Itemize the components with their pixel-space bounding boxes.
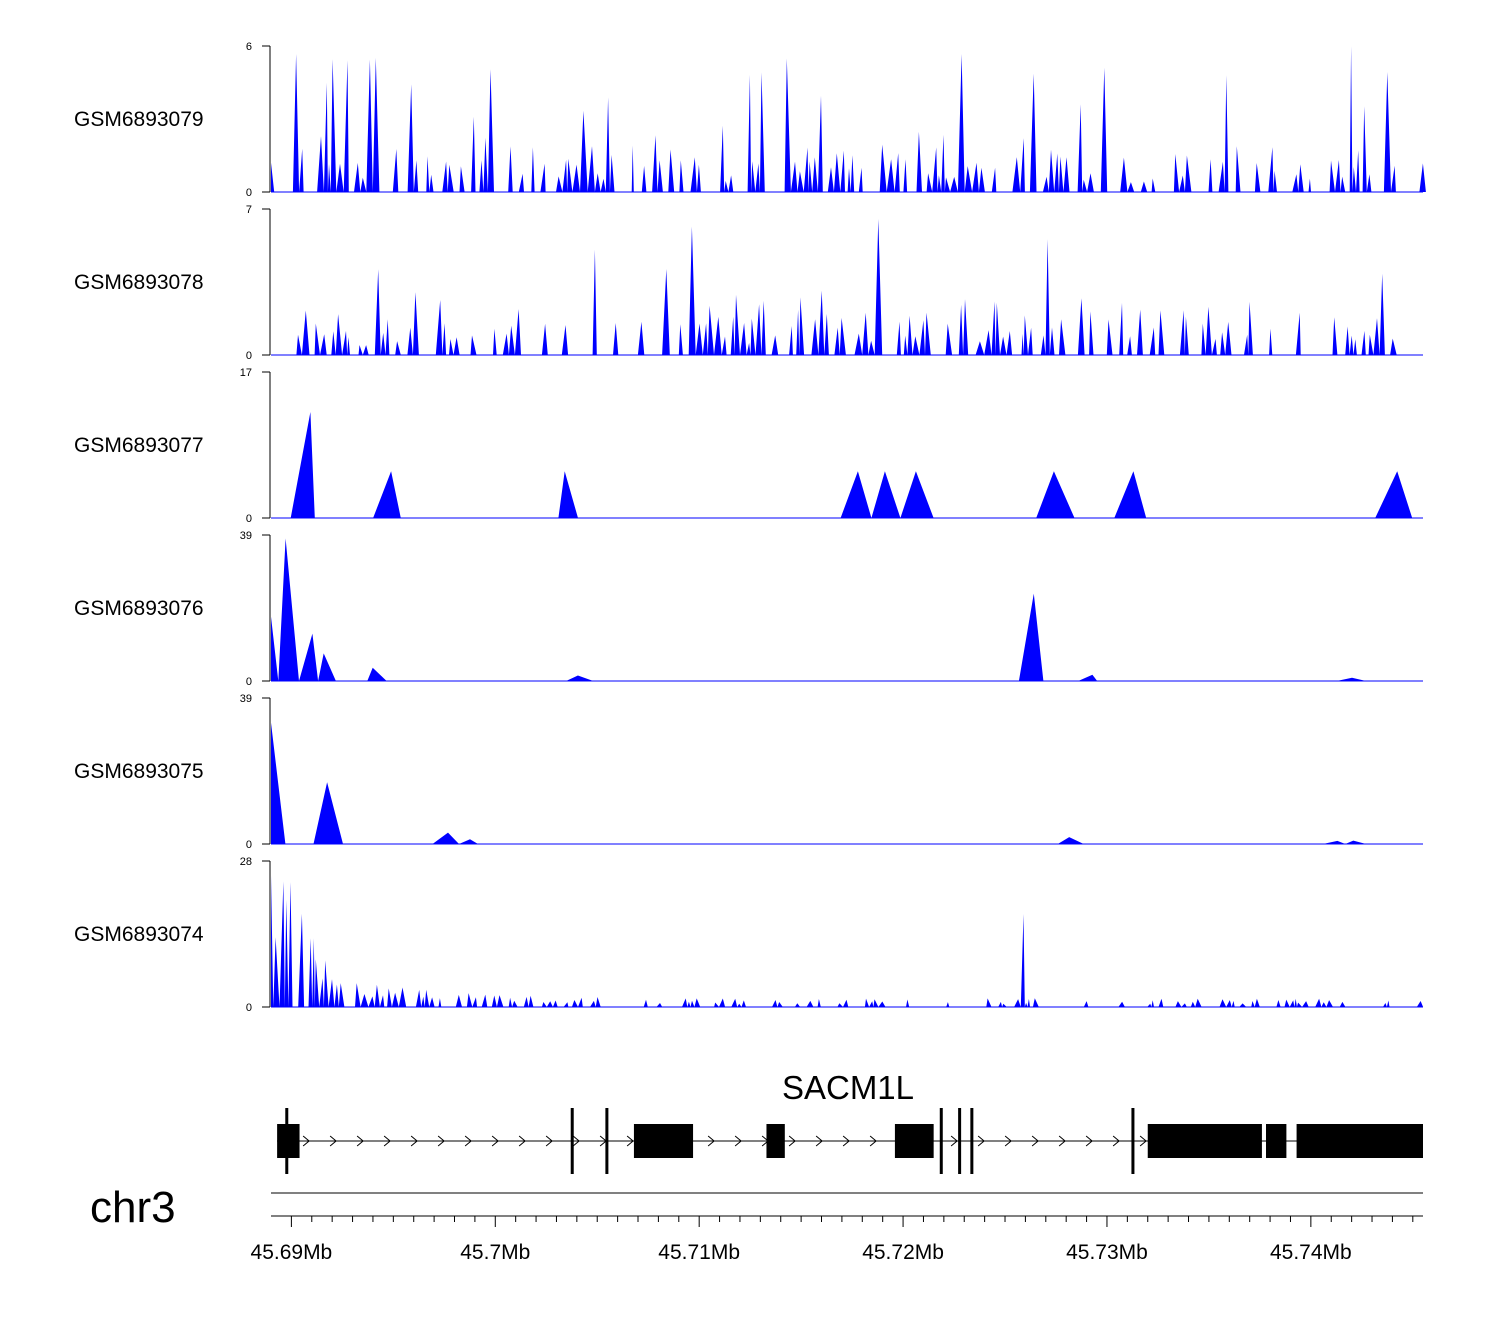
strand-arrow bbox=[1004, 1135, 1012, 1147]
x-tick-label: 45.73Mb bbox=[1066, 1241, 1148, 1264]
strand-arrow bbox=[734, 1135, 742, 1147]
strand-arrow bbox=[1112, 1135, 1120, 1147]
strand-arrow bbox=[977, 1135, 985, 1147]
exon-block bbox=[1131, 1108, 1135, 1174]
y-tick-label-max: 39 bbox=[240, 693, 252, 705]
track-GSM6893078: GSM6893078 7 0 bbox=[74, 204, 1423, 362]
coverage-area bbox=[271, 412, 1423, 518]
exon-block bbox=[605, 1108, 609, 1174]
strand-arrow bbox=[815, 1135, 823, 1147]
strand-arrow bbox=[950, 1135, 958, 1147]
exon-block bbox=[277, 1124, 300, 1158]
track-GSM6893075: GSM6893075 39 0 bbox=[74, 693, 1432, 851]
coverage-area bbox=[271, 875, 1424, 1007]
track-label: GSM6893079 bbox=[74, 108, 204, 131]
y-tick-label-zero: 0 bbox=[246, 513, 252, 525]
exon-block bbox=[958, 1108, 962, 1174]
track-GSM6893077: GSM6893077 17 0 bbox=[74, 367, 1423, 525]
exon-block bbox=[970, 1108, 974, 1174]
exon-block bbox=[633, 1124, 694, 1158]
strand-arrow bbox=[383, 1135, 391, 1147]
track-label: GSM6893075 bbox=[74, 760, 204, 783]
exon-block bbox=[894, 1124, 934, 1158]
exon-block bbox=[1147, 1124, 1262, 1158]
strand-arrow bbox=[356, 1135, 364, 1147]
y-tick-label-max: 7 bbox=[246, 204, 252, 216]
x-tick-label: 45.74Mb bbox=[1270, 1241, 1352, 1264]
x-tick-label: 45.7Mb bbox=[460, 1241, 530, 1264]
y-tick-label-zero: 0 bbox=[246, 187, 252, 199]
strand-arrow bbox=[869, 1135, 877, 1147]
track-GSM6893076: GSM6893076 39 0 bbox=[74, 530, 1423, 688]
x-tick-label: 45.69Mb bbox=[251, 1241, 333, 1264]
track-GSM6893079: GSM6893079 6 0 bbox=[74, 41, 1426, 199]
y-tick-label-zero: 0 bbox=[246, 676, 252, 688]
strand-arrow bbox=[437, 1135, 445, 1147]
strand-arrow bbox=[410, 1135, 418, 1147]
y-tick-label-zero: 0 bbox=[246, 350, 252, 362]
track-label: GSM6893076 bbox=[74, 597, 204, 620]
strand-arrow bbox=[1085, 1135, 1093, 1147]
gene-annotation-track: SACM1L bbox=[277, 1069, 1423, 1174]
exon-block bbox=[766, 1124, 785, 1158]
strand-arrow bbox=[491, 1135, 499, 1147]
y-tick-label-max: 17 bbox=[240, 367, 252, 379]
x-tick-label: 45.71Mb bbox=[658, 1241, 740, 1264]
coverage-tracks: GSM689307960GSM689307870GSM6893077170GSM… bbox=[74, 41, 1432, 1014]
exon-block bbox=[285, 1108, 289, 1174]
strand-arrow bbox=[545, 1135, 553, 1147]
exon-block bbox=[1296, 1124, 1423, 1158]
track-label: GSM6893077 bbox=[74, 434, 204, 457]
gene-model-SACM1L bbox=[277, 1108, 1423, 1174]
strand-arrow bbox=[1031, 1135, 1039, 1147]
strand-arrow bbox=[572, 1135, 580, 1147]
chromosome-label: chr3 bbox=[90, 1183, 176, 1232]
exon-block bbox=[1266, 1124, 1287, 1158]
strand-arrow bbox=[1139, 1135, 1147, 1147]
coverage-area bbox=[271, 46, 1426, 192]
coverage-area bbox=[271, 722, 1432, 844]
x-tick-label: 45.72Mb bbox=[862, 1241, 944, 1264]
strand-arrow bbox=[626, 1135, 634, 1147]
coverage-area bbox=[271, 219, 1423, 355]
y-tick-label-zero: 0 bbox=[246, 1002, 252, 1014]
strand-arrow bbox=[464, 1135, 472, 1147]
y-tick-label-max: 39 bbox=[240, 530, 252, 542]
strand-arrow bbox=[842, 1135, 850, 1147]
coverage-area bbox=[271, 538, 1423, 681]
exon-block bbox=[939, 1108, 943, 1174]
strand-arrow bbox=[302, 1135, 310, 1147]
genome-axis-track: chr3 45.69Mb 45.7Mb 45.71Mb 45.72Mb 45.73Mb 4… bbox=[90, 1183, 1423, 1264]
strand-arrow bbox=[1058, 1135, 1066, 1147]
exon-block bbox=[570, 1108, 574, 1174]
y-tick-label-max: 6 bbox=[246, 41, 252, 53]
gene-name-label: SACM1L bbox=[782, 1069, 914, 1106]
track-label: GSM6893078 bbox=[74, 271, 204, 294]
strand-arrow bbox=[707, 1135, 715, 1147]
y-tick-label-max: 28 bbox=[240, 856, 252, 868]
strand-arrow bbox=[329, 1135, 337, 1147]
strand-arrow bbox=[788, 1135, 796, 1147]
strand-arrow bbox=[518, 1135, 526, 1147]
y-tick-label-zero: 0 bbox=[246, 839, 252, 851]
genome-axis: 45.69Mb 45.7Mb 45.71Mb 45.72Mb 45.73Mb 45.74M… bbox=[251, 1192, 1423, 1264]
track-label: GSM6893074 bbox=[74, 923, 204, 946]
track-GSM6893074: GSM6893074 28 0 bbox=[74, 856, 1424, 1014]
